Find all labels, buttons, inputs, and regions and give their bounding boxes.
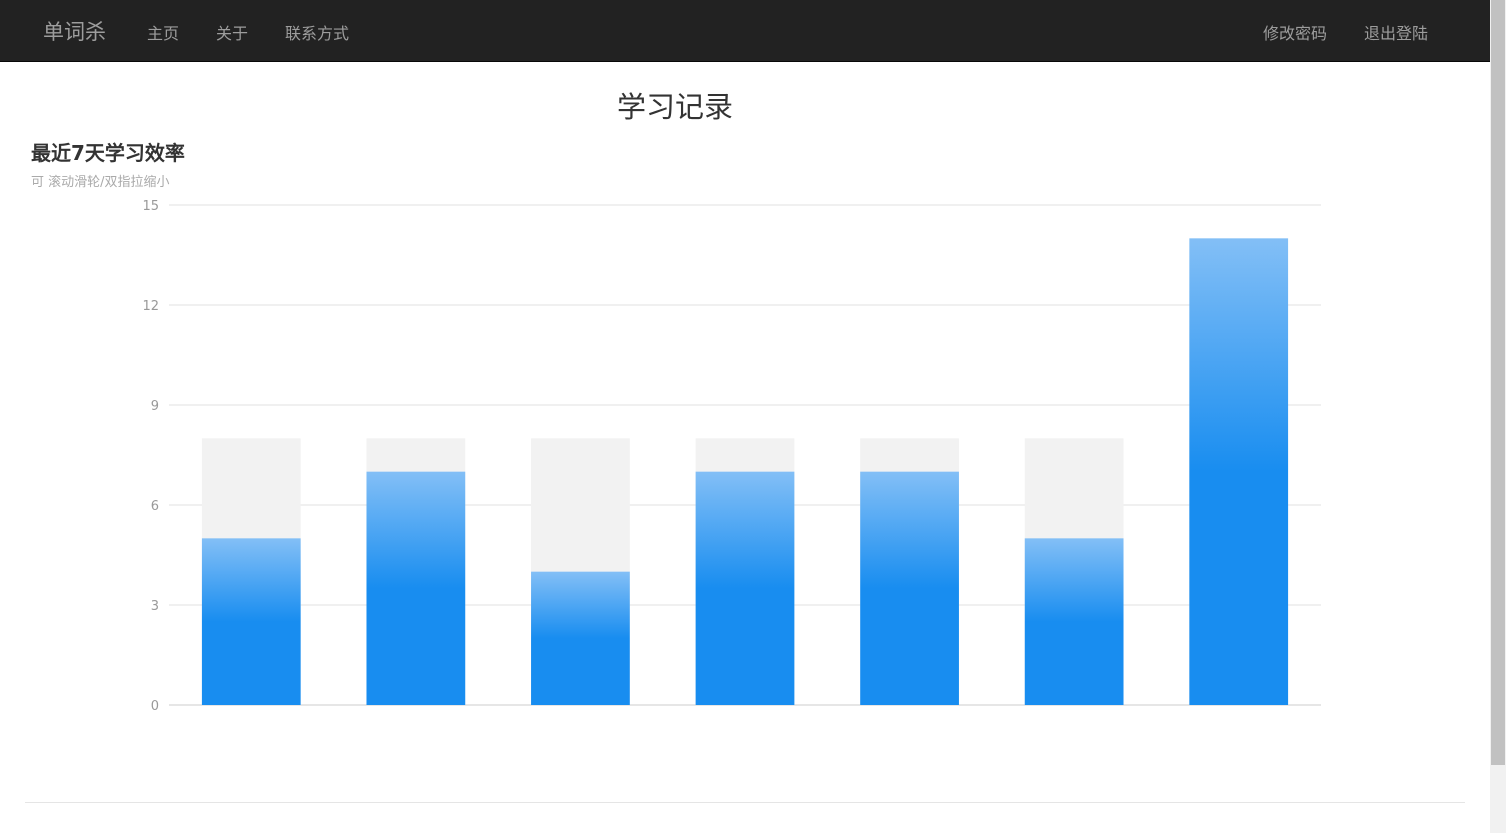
scrollbar-thumb[interactable] bbox=[1491, 0, 1505, 765]
chart-subtitle: 可 滚动滑轮/双指拉缩小 bbox=[31, 175, 170, 190]
y-tick-label: 15 bbox=[142, 199, 159, 214]
chart-title: 最近7天学习效率 bbox=[31, 141, 185, 165]
y-tick-label: 12 bbox=[142, 299, 159, 314]
y-tick-label: 6 bbox=[151, 499, 159, 514]
bar-chart[interactable]: 0 3 6 9 12 15 bbox=[0, 190, 1350, 730]
nav-item-about[interactable]: 关于 bbox=[216, 24, 249, 43]
y-tick-label: 9 bbox=[151, 399, 159, 414]
nav-item-change-password[interactable]: 修改密码 bbox=[1262, 24, 1327, 43]
y-tick-label: 0 bbox=[151, 699, 159, 714]
bar[interactable] bbox=[1189, 238, 1289, 706]
brand-link[interactable]: 单词杀 bbox=[43, 20, 106, 44]
nav-item-logout[interactable]: 退出登陆 bbox=[1363, 24, 1428, 43]
nav-right: 修改密码 退出登陆 bbox=[1226, 20, 1428, 44]
nav-left: 主页 关于 联系方式 bbox=[147, 20, 386, 44]
bar[interactable] bbox=[531, 571, 630, 705]
y-tick-layer: 0 3 6 9 12 15 bbox=[142, 199, 159, 714]
page-title: 学习记录 bbox=[616, 90, 733, 124]
bar-layer bbox=[201, 238, 1289, 706]
navbar: 单词杀 主页 关于 联系方式 修改密码 退出登陆 bbox=[0, 0, 1490, 62]
scrollbar[interactable] bbox=[1490, 0, 1506, 833]
bar[interactable] bbox=[1024, 538, 1124, 705]
bar[interactable] bbox=[201, 538, 301, 705]
nav-item-contact[interactable]: 联系方式 bbox=[285, 24, 350, 43]
bar[interactable] bbox=[860, 471, 959, 705]
y-tick-label: 3 bbox=[151, 599, 159, 614]
bar[interactable] bbox=[366, 471, 466, 705]
footer-divider bbox=[25, 802, 1465, 803]
nav-item-home[interactable]: 主页 bbox=[147, 24, 180, 43]
bar[interactable] bbox=[695, 471, 795, 705]
